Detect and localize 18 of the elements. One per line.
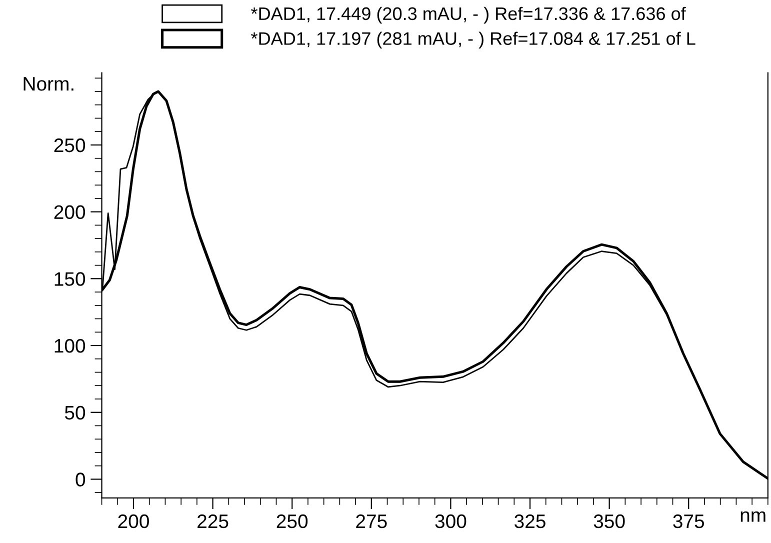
y-tick-label: 200 (54, 205, 86, 220)
x-tick-label: 250 (276, 514, 308, 528)
y-tick-label: 150 (54, 272, 86, 286)
x-tick-label: 200 (118, 514, 149, 528)
y-tick-label: 50 (64, 406, 86, 420)
x-axis-title: nm (740, 511, 766, 522)
x-tick-label: 350 (594, 514, 625, 528)
x-tick-label: 275 (356, 514, 387, 528)
y-axis-title: Norm. (24, 77, 74, 91)
x-tick-label: 225 (198, 514, 228, 528)
y-tick-label: 0 (76, 472, 86, 486)
y-tick-label: 250 (54, 138, 86, 152)
x-tick-label: 325 (514, 514, 546, 528)
x-tick-label: 375 (673, 514, 704, 528)
legend-label: *DAD1, 17.197 (281 mAU, - ) Ref=17.084 & 17.251 of L (251, 32, 696, 49)
legend-label: *DAD1, 17.449 (20.3 mAU, - ) Ref=17.336 & 17.636 of (251, 6, 686, 24)
x-tick-label: 300 (435, 514, 466, 528)
y-tick-label: 100 (54, 338, 86, 353)
